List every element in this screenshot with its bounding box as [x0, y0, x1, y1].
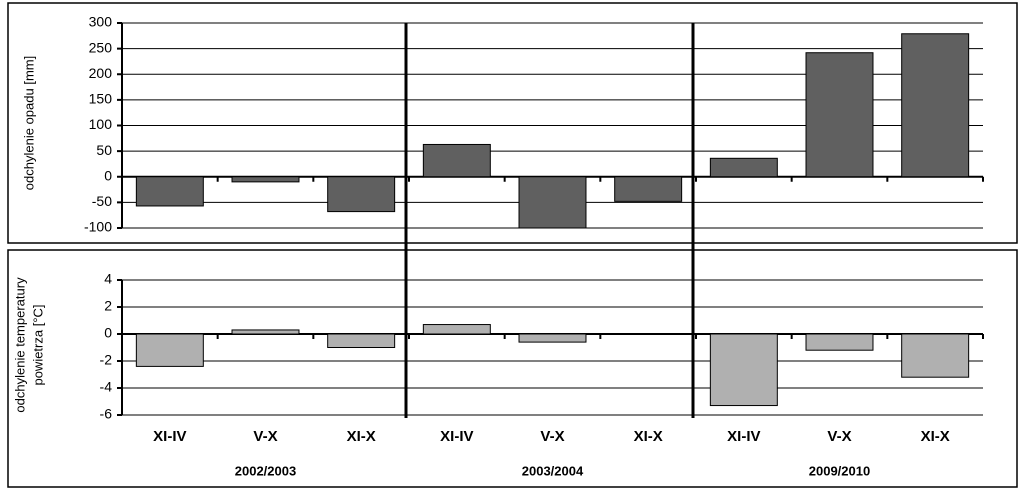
y-axis-label: odchylenie opadu [mm]	[21, 56, 36, 190]
y-tick-label: -2	[100, 352, 113, 368]
bar	[518, 333, 587, 343]
bar	[805, 52, 874, 178]
bar	[901, 33, 970, 178]
group-label: 2003/2004	[522, 463, 584, 478]
bar	[709, 333, 778, 407]
bar	[135, 333, 204, 367]
bar	[422, 324, 491, 335]
bar	[518, 176, 587, 229]
bar	[422, 143, 491, 178]
x-tick-label: XI-X	[921, 428, 950, 445]
bar	[901, 333, 970, 378]
group-label: 2009/2010	[809, 463, 870, 478]
panel-frame	[7, 2, 1018, 244]
x-tick-label: XI-IV	[153, 428, 186, 445]
y-axis-label: odchylenie temperatury	[12, 277, 27, 413]
bar	[709, 157, 778, 178]
x-tick-label: XI-X	[634, 428, 663, 445]
y-tick-label: 0	[104, 325, 112, 341]
y-tick-label: 250	[89, 39, 113, 55]
bar	[231, 329, 300, 335]
bar	[327, 176, 396, 213]
x-tick-label: V-X	[253, 428, 277, 445]
bar	[614, 176, 683, 202]
y-tick-label: -6	[100, 406, 113, 422]
y-tick-label: -4	[100, 379, 113, 395]
y-tick-label: 4	[104, 271, 112, 287]
y-tick-label: 50	[96, 142, 112, 158]
y-tick-label: 150	[89, 91, 113, 107]
y-tick-label: -50	[92, 193, 112, 209]
y-tick-label: 200	[89, 65, 113, 81]
y-axis-label: powietrza [°C]	[30, 304, 45, 385]
y-tick-label: 2	[104, 298, 112, 314]
bar	[327, 333, 396, 348]
y-tick-label: 300	[89, 14, 113, 30]
panel-frame	[7, 249, 1018, 488]
y-tick-label: 100	[89, 116, 113, 132]
x-tick-label: XI-IV	[440, 428, 473, 445]
y-tick-label: -100	[84, 219, 112, 235]
bar	[805, 333, 874, 351]
x-tick-label: V-X	[540, 428, 564, 445]
group-label: 2002/2003	[235, 463, 296, 478]
bar	[231, 176, 300, 183]
x-tick-label: V-X	[827, 428, 851, 445]
y-tick-label: 0	[104, 167, 112, 183]
x-tick-label: XI-IV	[727, 428, 760, 445]
bar	[135, 176, 204, 207]
x-tick-label: XI-X	[347, 428, 376, 445]
